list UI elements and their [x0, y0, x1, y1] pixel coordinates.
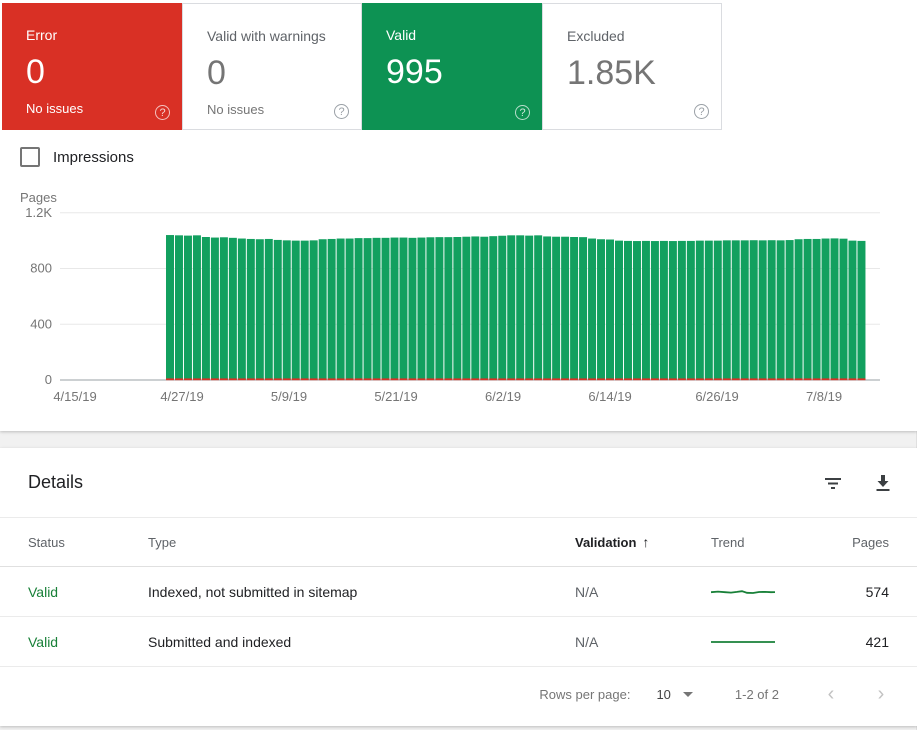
row-status: Valid [28, 633, 59, 650]
svg-text:4/15/19: 4/15/19 [53, 389, 96, 404]
svg-text:6/26/19: 6/26/19 [695, 389, 738, 404]
card-warnings-title: Valid with warnings [207, 28, 326, 44]
row-type: Submitted and indexed [148, 633, 292, 650]
row-type: Indexed, not submitted in sitemap [148, 583, 358, 600]
row-pages: 421 [865, 633, 889, 650]
card-valid-title: Valid [386, 27, 417, 43]
card-error-count: 0 [26, 53, 45, 91]
row-status: Valid [28, 583, 59, 600]
card-error-subtext: No issues [26, 101, 84, 116]
card-warnings-subtext: No issues [207, 102, 265, 117]
svg-text:1.2K: 1.2K [25, 205, 52, 220]
sort-ascending-icon: ↑ [642, 534, 650, 550]
help-icon[interactable]: ? [515, 105, 530, 120]
table-row[interactable]: Valid Indexed, not submitted in sitemap … [0, 567, 917, 617]
impressions-toggle[interactable]: Impressions [20, 147, 134, 167]
column-header-status[interactable]: Status [28, 534, 65, 550]
card-valid-with-warnings[interactable]: Valid with warnings 0 No issues ? [182, 3, 362, 130]
coverage-bar-chart: Pages 0 400 800 1.2K 4/15/19 4/27/19 5/9/19 5/21… [20, 192, 880, 404]
details-panel: Details Sta [0, 448, 917, 726]
card-warnings-count: 0 [207, 54, 226, 92]
rows-per-page-value: 10 [656, 686, 671, 702]
svg-text:Pages: Pages [20, 192, 57, 205]
row-validation: N/A [575, 583, 599, 600]
filter-icon[interactable] [823, 473, 843, 493]
impressions-checkbox[interactable] [20, 147, 40, 167]
svg-text:5/21/19: 5/21/19 [374, 389, 417, 404]
trend-sparkline [710, 584, 823, 600]
table-row[interactable]: Valid Submitted and indexed N/A 421 [0, 617, 917, 667]
card-excluded-title: Excluded [567, 28, 625, 44]
rows-per-page-select[interactable]: 10 [656, 686, 693, 702]
trend-sparkline [711, 634, 823, 650]
details-title: Details [28, 472, 84, 492]
pagination-range-label: 1-2 of 2 [734, 686, 779, 702]
svg-text:4/27/19: 4/27/19 [160, 389, 203, 404]
dropdown-arrow-icon [682, 691, 693, 697]
svg-text:5/9/19: 5/9/19 [271, 389, 307, 404]
details-header: Details [0, 448, 917, 517]
coverage-summary-panel: Error 0 No issues ? Valid with warnings … [0, 0, 917, 431]
card-error-title: Error [26, 27, 58, 43]
card-error[interactable]: Error 0 No issues ? [2, 3, 182, 130]
card-valid[interactable]: Valid 995 ? [362, 3, 542, 130]
card-excluded-count: 1.85K [567, 54, 656, 92]
svg-text:800: 800 [30, 261, 52, 276]
help-icon[interactable]: ? [334, 104, 349, 119]
table-header-row: Status Type Validation ↑ Trend Pages [0, 517, 917, 567]
row-pages: 574 [865, 583, 889, 600]
svg-text:6/14/19: 6/14/19 [588, 389, 631, 404]
help-icon[interactable]: ? [694, 104, 709, 119]
column-header-validation-label: Validation [575, 535, 637, 550]
impressions-label: Impressions [53, 148, 134, 166]
svg-text:400: 400 [30, 316, 52, 331]
rows-per-page-label: Rows per page: [539, 686, 631, 702]
svg-text:6/2/19: 6/2/19 [485, 389, 521, 404]
card-valid-count: 995 [386, 53, 443, 91]
details-actions [823, 473, 893, 493]
column-header-trend[interactable]: Trend [711, 534, 745, 550]
column-header-type[interactable]: Type [148, 534, 177, 550]
next-page-button[interactable]: › [877, 682, 885, 705]
svg-text:0: 0 [45, 372, 52, 387]
card-excluded[interactable]: Excluded 1.85K ? [542, 3, 722, 130]
column-header-validation[interactable]: Validation ↑ [575, 534, 711, 550]
previous-page-button[interactable]: ‹ [827, 682, 835, 705]
download-icon[interactable] [873, 473, 893, 493]
status-cards-row: Error 0 No issues ? Valid with warnings … [2, 3, 722, 130]
svg-text:7/8/19: 7/8/19 [806, 389, 842, 404]
help-icon[interactable]: ? [155, 105, 170, 120]
row-validation: N/A [575, 633, 599, 650]
column-header-pages[interactable]: Pages [852, 534, 889, 550]
table-pagination: Rows per page: 10 1-2 of 2 ‹ › [0, 667, 917, 721]
